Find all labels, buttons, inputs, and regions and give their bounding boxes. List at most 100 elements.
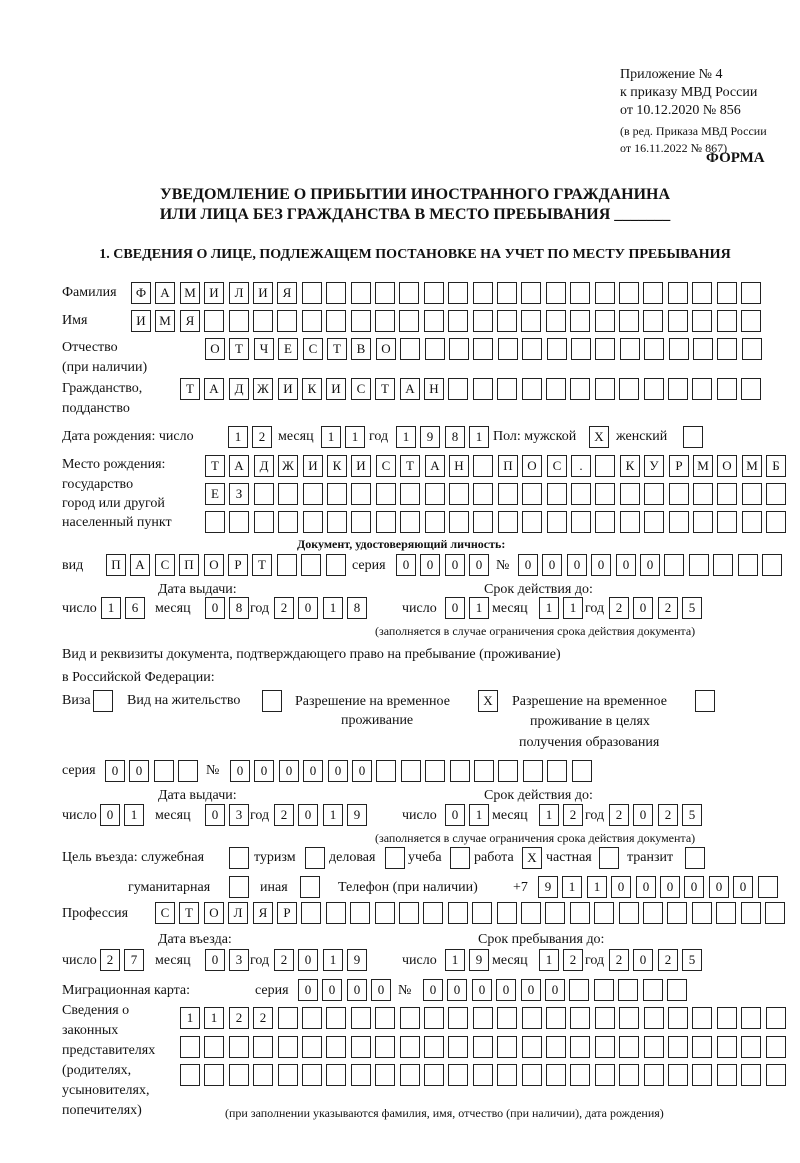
char-box[interactable]: 0 xyxy=(371,979,391,1001)
char-box[interactable] xyxy=(717,378,737,400)
char-box[interactable] xyxy=(547,511,567,533)
char-box[interactable]: 7 xyxy=(124,949,144,971)
char-box[interactable] xyxy=(278,1036,298,1058)
char-box[interactable] xyxy=(302,1036,322,1058)
char-box[interactable]: 1 xyxy=(469,804,489,826)
char-box[interactable]: Д xyxy=(254,455,274,477)
char-box[interactable] xyxy=(594,902,614,924)
char-box[interactable] xyxy=(522,1007,542,1029)
char-box[interactable]: 9 xyxy=(347,804,367,826)
char-box[interactable] xyxy=(473,483,493,505)
char-box[interactable]: 0 xyxy=(521,979,541,1001)
char-box[interactable]: Н xyxy=(424,378,444,400)
char-box[interactable]: 0 xyxy=(445,554,465,576)
char-box[interactable]: 0 xyxy=(616,554,636,576)
char-box[interactable] xyxy=(546,1064,566,1086)
char-box[interactable] xyxy=(473,1036,493,1058)
char-box[interactable]: 3 xyxy=(229,804,249,826)
char-box[interactable]: Р xyxy=(228,554,248,576)
char-box[interactable] xyxy=(400,1036,420,1058)
char-box[interactable] xyxy=(498,511,518,533)
char-box[interactable]: 3 xyxy=(229,949,249,971)
char-box[interactable] xyxy=(765,902,785,924)
char-box[interactable] xyxy=(229,847,249,869)
char-box[interactable] xyxy=(692,378,712,400)
char-box[interactable] xyxy=(717,1036,737,1058)
char-box[interactable] xyxy=(204,1064,224,1086)
char-box[interactable] xyxy=(498,483,518,505)
char-box[interactable]: 2 xyxy=(609,949,629,971)
char-box[interactable] xyxy=(93,690,113,712)
char-box[interactable]: 0 xyxy=(640,554,660,576)
char-box[interactable] xyxy=(692,1036,712,1058)
char-box[interactable] xyxy=(664,554,684,576)
char-box[interactable] xyxy=(326,282,346,304)
char-box[interactable] xyxy=(595,511,615,533)
char-box[interactable]: А xyxy=(229,455,249,477)
char-box[interactable]: Д xyxy=(229,378,249,400)
char-box[interactable]: С xyxy=(155,554,175,576)
char-box[interactable]: Ж xyxy=(253,378,273,400)
char-box[interactable] xyxy=(713,554,733,576)
char-box[interactable]: 1 xyxy=(180,1007,200,1029)
char-box[interactable]: 2 xyxy=(229,1007,249,1029)
char-box[interactable] xyxy=(448,1007,468,1029)
char-box[interactable]: 0 xyxy=(709,876,729,898)
char-box[interactable]: К xyxy=(327,455,347,477)
char-box[interactable] xyxy=(253,1036,273,1058)
char-box[interactable]: 0 xyxy=(591,554,611,576)
char-box[interactable] xyxy=(758,876,778,898)
char-box[interactable] xyxy=(644,1036,664,1058)
char-box[interactable] xyxy=(448,902,468,924)
char-box[interactable] xyxy=(522,338,542,360)
char-box[interactable] xyxy=(497,378,517,400)
char-box[interactable] xyxy=(302,282,322,304)
char-box[interactable] xyxy=(570,310,590,332)
char-box[interactable] xyxy=(262,690,282,712)
char-box[interactable]: 0 xyxy=(420,554,440,576)
char-box[interactable]: X xyxy=(478,690,498,712)
char-box[interactable] xyxy=(375,1064,395,1086)
char-box[interactable] xyxy=(619,310,639,332)
char-box[interactable] xyxy=(448,282,468,304)
char-box[interactable]: 2 xyxy=(609,597,629,619)
char-box[interactable] xyxy=(424,282,444,304)
char-box[interactable] xyxy=(595,378,615,400)
char-box[interactable] xyxy=(351,1064,371,1086)
char-box[interactable] xyxy=(594,979,614,1001)
char-box[interactable]: 0 xyxy=(298,597,318,619)
char-box[interactable] xyxy=(545,902,565,924)
char-box[interactable] xyxy=(668,310,688,332)
char-box[interactable]: М xyxy=(742,455,762,477)
char-box[interactable]: 0 xyxy=(518,554,538,576)
char-box[interactable]: Я xyxy=(277,282,297,304)
char-box[interactable]: П xyxy=(179,554,199,576)
char-box[interactable] xyxy=(547,338,567,360)
char-box[interactable]: Н xyxy=(449,455,469,477)
char-box[interactable] xyxy=(449,338,469,360)
char-box[interactable] xyxy=(327,483,347,505)
char-box[interactable] xyxy=(717,338,737,360)
char-box[interactable] xyxy=(305,847,325,869)
char-box[interactable]: 1 xyxy=(539,597,559,619)
char-box[interactable]: 1 xyxy=(101,597,121,619)
char-box[interactable] xyxy=(668,378,688,400)
char-box[interactable]: Ж xyxy=(278,455,298,477)
char-box[interactable] xyxy=(326,554,346,576)
char-box[interactable] xyxy=(522,378,542,400)
char-box[interactable] xyxy=(400,511,420,533)
char-box[interactable]: 1 xyxy=(469,426,489,448)
char-box[interactable] xyxy=(425,760,445,782)
birthplace-field-3[interactable] xyxy=(205,511,787,534)
char-box[interactable] xyxy=(301,554,321,576)
char-box[interactable] xyxy=(571,338,591,360)
char-box[interactable]: Т xyxy=(375,378,395,400)
